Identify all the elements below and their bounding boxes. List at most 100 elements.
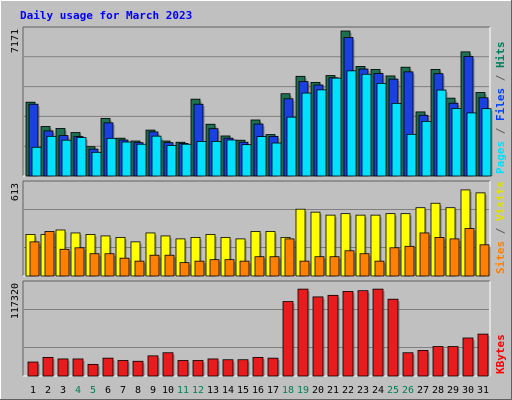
- kbytes-legend: KBytes: [494, 334, 507, 374]
- bar-shadow: [395, 215, 397, 276]
- kbytes-ymax-label: 117320: [10, 283, 21, 319]
- x-tick-label-day-30: 30: [462, 385, 474, 396]
- bar-shadow: [383, 291, 385, 376]
- bar-shadow: [248, 361, 250, 376]
- bar-shadow: [380, 217, 382, 276]
- bar-shadow: [326, 91, 328, 176]
- x-tick-label-day-22: 22: [342, 385, 354, 396]
- bar-kbytes-day-23: [357, 290, 369, 377]
- bar-sites-day-25: [389, 247, 400, 277]
- bar-pages-day-15: [241, 144, 252, 177]
- bar-shadow: [185, 240, 187, 276]
- bar-shadow: [341, 80, 343, 176]
- x-tick-label-day-9: 9: [150, 385, 156, 396]
- bar-shadow: [116, 140, 118, 176]
- bar-shadow: [71, 142, 73, 176]
- bar-shadow: [230, 239, 232, 276]
- legend-files: Files: [494, 88, 507, 128]
- bar-shadow: [266, 138, 268, 176]
- x-tick-label-day-26: 26: [402, 385, 414, 396]
- bar-shadow: [39, 243, 41, 276]
- bar-shadow: [354, 252, 356, 276]
- bar-pages-day-7: [121, 141, 132, 177]
- x-tick-label-day-10: 10: [162, 385, 174, 396]
- bar-shadow: [249, 263, 251, 276]
- bar-sites-day-1: [29, 241, 40, 277]
- x-tick-label-day-3: 3: [60, 385, 66, 396]
- bar-shadow: [476, 114, 478, 176]
- bar-shadow: [323, 298, 325, 376]
- bar-kbytes-day-6: [102, 357, 114, 377]
- bar-shadow: [473, 339, 475, 376]
- bar-pages-day-12: [196, 141, 207, 177]
- bar-shadow: [128, 362, 130, 376]
- bar-shadow: [278, 360, 280, 376]
- bar-shadow: [219, 261, 221, 276]
- bar-shadow: [218, 360, 220, 376]
- bar-pages-day-21: [331, 77, 342, 177]
- visits-sites-legend: Sites / Visits: [494, 181, 507, 274]
- x-tick-label-day-8: 8: [135, 385, 141, 396]
- bar-kbytes-day-9: [147, 355, 159, 377]
- bar-shadow: [429, 234, 431, 276]
- bar-shadow: [369, 255, 371, 276]
- bar-shadow: [335, 217, 337, 276]
- bar-shadow: [86, 139, 88, 176]
- bar-shadow: [143, 363, 145, 376]
- bar-sites-day-16: [254, 256, 265, 277]
- bar-shadow: [203, 362, 205, 376]
- bar-shadow: [234, 261, 236, 276]
- bar-kbytes-day-14: [222, 359, 234, 377]
- bar-sites-day-3: [59, 248, 70, 277]
- bar-shadow: [365, 217, 367, 276]
- bar-kbytes-day-13: [207, 358, 219, 377]
- bar-sites-day-27: [419, 232, 430, 277]
- bar-shadow: [215, 236, 217, 276]
- bar-shadow: [38, 106, 40, 176]
- bar-shadow: [308, 291, 310, 376]
- bar-shadow: [236, 142, 238, 176]
- hits-files-pages-ymax-label: 7171: [10, 29, 21, 53]
- bar-shadow: [275, 233, 277, 276]
- bar-sites-day-23: [359, 253, 370, 277]
- bar-shadow: [174, 257, 176, 276]
- bar-kbytes-day-2: [42, 356, 54, 377]
- x-tick-label-day-19: 19: [297, 385, 309, 396]
- bar-shadow: [410, 215, 412, 276]
- bar-shadow: [68, 360, 70, 376]
- bar-shadow: [320, 214, 322, 276]
- bar-shadow: [431, 123, 433, 176]
- bar-sites-day-14: [224, 259, 235, 277]
- chart-title: Daily usage for March 2023: [20, 9, 192, 22]
- bar-shadow: [311, 95, 313, 176]
- bar-sites-day-29: [449, 238, 460, 277]
- bar-shadow: [488, 336, 490, 376]
- bar-shadow: [324, 258, 326, 276]
- x-tick-label-day-13: 13: [207, 385, 219, 396]
- bar-shadow: [113, 360, 115, 376]
- bar-pages-day-4: [76, 137, 87, 177]
- bar-pages-day-16: [256, 136, 267, 177]
- bar-kbytes-day-8: [132, 360, 144, 377]
- bar-kbytes-day-17: [267, 357, 279, 377]
- bar-pages-day-14: [226, 139, 237, 177]
- bar-pages-day-10: [166, 145, 177, 177]
- bar-shadow: [200, 239, 202, 276]
- bar-sites-day-10: [164, 254, 175, 277]
- bar-shadow: [356, 72, 358, 176]
- bar-pages-day-5: [91, 151, 102, 177]
- kbytes-panel: 117320 KBytes: [10, 280, 507, 377]
- x-tick-label-day-14: 14: [222, 385, 234, 396]
- bar-kbytes-day-3: [57, 358, 69, 377]
- bar-pages-day-27: [421, 121, 432, 177]
- bar-shadow: [41, 149, 43, 176]
- bar-shadow: [305, 211, 307, 276]
- x-tick-label-day-1: 1: [30, 385, 36, 396]
- bar-shadow: [176, 147, 178, 176]
- bar-pages-day-13: [211, 141, 222, 177]
- bar-shadow: [264, 258, 266, 276]
- bar-shadow: [338, 297, 340, 376]
- x-tick-label-day-31: 31: [477, 385, 489, 396]
- bar-shadow: [459, 240, 461, 276]
